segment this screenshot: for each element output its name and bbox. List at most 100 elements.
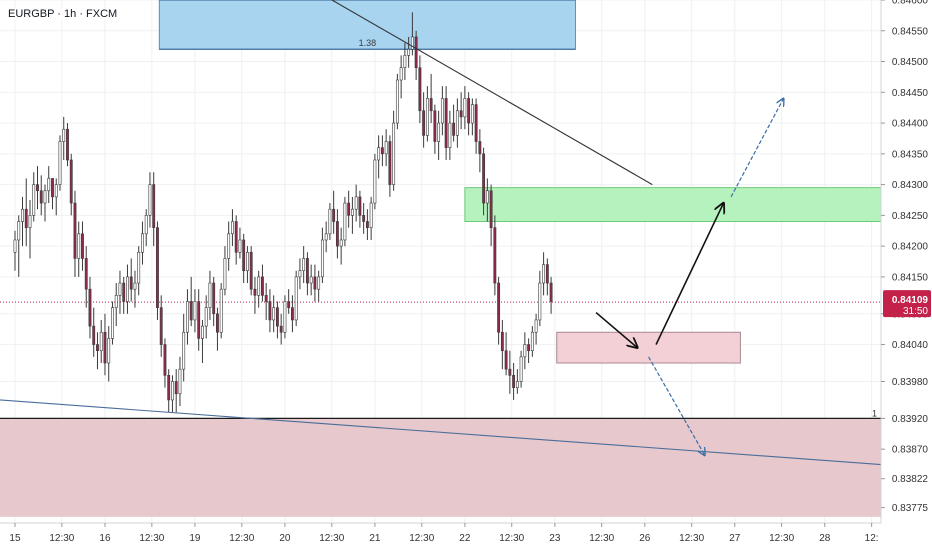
candle <box>268 289 272 333</box>
candle <box>99 319 103 364</box>
candle-body <box>545 264 549 284</box>
current-price-label: 0.84109 <box>892 295 929 306</box>
candle <box>407 36 411 68</box>
candle <box>395 73 399 130</box>
candle-body <box>36 184 39 192</box>
candle-body <box>152 184 156 228</box>
candle-body <box>298 270 302 278</box>
candle <box>171 375 174 413</box>
candle-body <box>92 325 96 345</box>
candle <box>455 98 459 148</box>
candle <box>384 129 388 167</box>
candle-body <box>21 208 24 222</box>
candle <box>156 221 159 320</box>
candle-body <box>163 344 167 376</box>
candle-body <box>512 375 516 388</box>
candle-body <box>294 276 298 321</box>
x-tick-label: 12:30 <box>409 533 434 544</box>
candle <box>290 295 294 333</box>
candle <box>208 270 212 320</box>
candle <box>354 184 358 222</box>
candle-layer <box>13 12 553 413</box>
x-tick-label: 12:30 <box>679 533 704 544</box>
candle <box>508 350 512 394</box>
candle <box>159 295 163 357</box>
symbol-header[interactable]: EURGBP · 1h · FXCM <box>6 8 120 20</box>
candle <box>73 190 77 277</box>
y-tick-label: 0.83870 <box>892 445 929 456</box>
candle-body <box>201 325 204 339</box>
candle-body <box>380 147 384 155</box>
candle <box>358 190 362 228</box>
x-tick-label: 20 <box>279 533 291 544</box>
candle <box>174 369 178 413</box>
candle <box>425 86 429 142</box>
candle-body <box>272 307 276 321</box>
candle <box>283 295 287 339</box>
candle-body <box>283 301 287 333</box>
candle <box>305 252 309 296</box>
candle <box>309 264 313 296</box>
zone-layer: 1.6181.381 <box>0 0 882 517</box>
candle <box>515 369 519 394</box>
candle-body <box>407 48 411 56</box>
candle <box>84 246 88 308</box>
candle-body <box>231 221 234 235</box>
candle-body <box>534 319 538 333</box>
candle <box>148 172 152 228</box>
candle <box>261 264 264 302</box>
candle <box>193 289 197 333</box>
time-axis-bg <box>0 523 932 550</box>
candle <box>523 332 527 370</box>
candle-body <box>69 159 73 204</box>
candle-body <box>144 215 148 235</box>
candle <box>527 338 531 364</box>
candle <box>223 246 227 296</box>
candle <box>298 258 302 290</box>
candle <box>433 104 437 154</box>
candle-body <box>470 104 474 124</box>
candle <box>238 227 242 259</box>
candle-body <box>186 301 189 333</box>
candle <box>343 196 347 247</box>
candle-body <box>13 239 17 253</box>
candle-body <box>369 202 373 228</box>
y-tick-label: 0.83822 <box>892 474 929 485</box>
candle-body <box>358 196 362 216</box>
candle-body <box>455 110 459 136</box>
candle <box>530 326 534 357</box>
candle-body <box>395 79 399 124</box>
candle-body <box>410 36 414 50</box>
candle-body <box>425 98 429 136</box>
y-tick-label: 0.84500 <box>892 57 929 68</box>
candle <box>204 295 208 339</box>
candle <box>324 221 328 253</box>
candle-body <box>178 368 182 395</box>
arrow-down-to-pink <box>595 311 637 348</box>
candle-body <box>463 98 467 118</box>
candle <box>275 301 279 339</box>
candle <box>69 153 73 216</box>
candle <box>81 221 84 271</box>
candle <box>246 246 249 284</box>
x-tick-label: 23 <box>549 533 561 544</box>
candle-body <box>189 301 193 321</box>
candle-body <box>182 331 186 370</box>
candle <box>141 221 144 265</box>
candle-body <box>500 331 504 352</box>
y-tick-label: 0.84600 <box>892 0 929 7</box>
x-tick-label: 21 <box>369 533 381 544</box>
current-price-tag <box>883 290 931 318</box>
candle-body <box>309 276 313 284</box>
candle-body <box>493 227 497 284</box>
candle-body <box>107 338 111 364</box>
candle <box>287 289 291 314</box>
candle <box>36 166 39 210</box>
candle-body <box>54 184 58 198</box>
candle <box>489 184 493 247</box>
candle-body <box>290 307 294 321</box>
candle <box>399 55 403 99</box>
price-axis-bg <box>881 0 932 550</box>
